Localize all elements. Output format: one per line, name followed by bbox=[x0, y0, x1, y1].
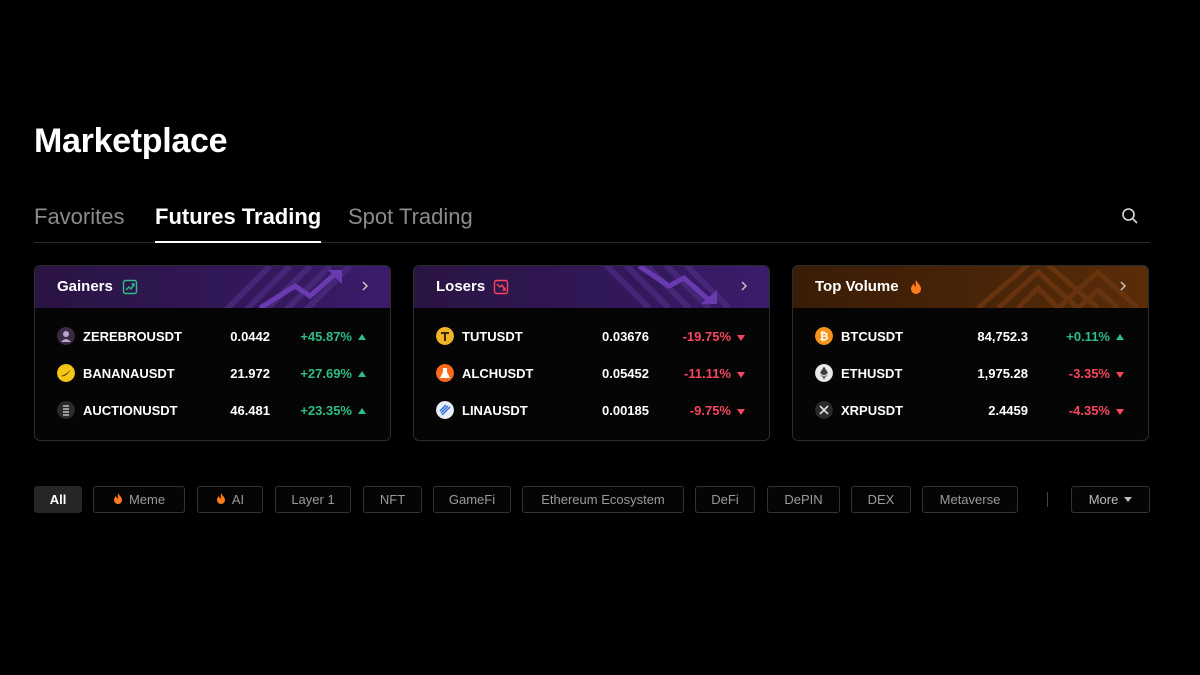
filter-chip-ai[interactable]: AI bbox=[197, 486, 263, 513]
chevron-right-icon[interactable] bbox=[360, 279, 370, 293]
price: 0.05452 bbox=[602, 366, 649, 381]
price: 0.0442 bbox=[230, 329, 270, 344]
change-percent: -3.35% bbox=[1068, 366, 1110, 381]
filter-chip-defi[interactable]: DeFi bbox=[695, 486, 755, 513]
flame-icon bbox=[113, 493, 122, 504]
change-percent: +23.35% bbox=[300, 403, 352, 418]
change-percent: -4.35% bbox=[1068, 403, 1110, 418]
symbol: BANANAUSDT bbox=[83, 366, 175, 381]
header-decoration bbox=[223, 266, 353, 308]
chevron-right-icon[interactable] bbox=[1118, 279, 1128, 293]
change-percent: -19.75% bbox=[682, 329, 731, 344]
change-percent: +27.69% bbox=[300, 366, 352, 381]
price: 0.00185 bbox=[602, 403, 649, 418]
filter-chip-gamefi[interactable]: GameFi bbox=[433, 486, 511, 513]
flame-icon bbox=[216, 493, 225, 504]
triangle-up-icon bbox=[358, 371, 366, 377]
ethereum-icon bbox=[815, 364, 833, 382]
change-percent: -11.11% bbox=[684, 366, 731, 381]
gainers-title: Gainers bbox=[57, 278, 113, 295]
more-label: More bbox=[1088, 492, 1119, 507]
price: 21.972 bbox=[230, 366, 270, 381]
triangle-down-icon bbox=[737, 335, 745, 341]
top-volume-card: Top Volume ₿ BTCUSDT 84,752.3 +0.11% ETH… bbox=[792, 265, 1149, 441]
filter-chip-layer-1[interactable]: Layer 1 bbox=[275, 486, 351, 513]
page-title: Marketplace bbox=[34, 122, 228, 160]
filter-chip-label: Meme bbox=[128, 492, 166, 507]
list-item[interactable]: ZEREBROUSDT 0.0442 +45.87% bbox=[35, 321, 390, 351]
filter-chip-label: AI bbox=[231, 492, 245, 507]
filter-divider bbox=[1047, 492, 1048, 507]
header-decoration bbox=[976, 266, 1140, 308]
tut-icon bbox=[436, 327, 454, 345]
filter-chip-meme[interactable]: Meme bbox=[93, 486, 185, 513]
lina-icon bbox=[436, 401, 454, 419]
auction-icon bbox=[57, 401, 75, 419]
top-volume-card-header[interactable]: Top Volume bbox=[793, 266, 1148, 308]
symbol: AUCTIONUSDT bbox=[83, 403, 178, 418]
header-decoration bbox=[602, 266, 732, 308]
banana-icon bbox=[57, 364, 75, 382]
chevron-right-icon[interactable] bbox=[739, 279, 749, 293]
list-item[interactable]: ETHUSDT 1,975.28 -3.35% bbox=[793, 358, 1148, 388]
list-item[interactable]: BANANAUSDT 21.972 +27.69% bbox=[35, 358, 390, 388]
list-item[interactable]: LINAUSDT 0.00185 -9.75% bbox=[414, 395, 769, 425]
top-volume-title: Top Volume bbox=[815, 278, 899, 295]
triangle-down-icon bbox=[737, 372, 745, 378]
losers-card: Losers TUTUSDT 0.03676 -19.75% ALCHUSDT … bbox=[413, 265, 770, 441]
bitcoin-icon: ₿ bbox=[815, 327, 833, 345]
gainers-card: Gainers ZEREBROUSDT 0.0442 +45.87% BANAN… bbox=[34, 265, 391, 441]
filter-chip-ethereum-ecosystem[interactable]: Ethereum Ecosystem bbox=[522, 486, 684, 513]
list-item[interactable]: ₿ BTCUSDT 84,752.3 +0.11% bbox=[793, 321, 1148, 351]
svg-text:₿: ₿ bbox=[820, 330, 829, 343]
price: 84,752.3 bbox=[977, 329, 1028, 344]
losers-card-header[interactable]: Losers bbox=[414, 266, 769, 308]
change-percent: -9.75% bbox=[689, 403, 731, 418]
list-item[interactable]: TUTUSDT 0.03676 -19.75% bbox=[414, 321, 769, 351]
filter-chip-all[interactable]: All bbox=[34, 486, 82, 513]
symbol: LINAUSDT bbox=[462, 403, 528, 418]
filter-chip-depin[interactable]: DePIN bbox=[767, 486, 840, 513]
tab-futures-trading[interactable]: Futures Trading bbox=[155, 204, 322, 243]
price: 46.481 bbox=[230, 403, 270, 418]
tab-favorites[interactable]: Favorites bbox=[34, 204, 125, 229]
symbol: XRPUSDT bbox=[841, 403, 904, 418]
filter-chip-metaverse[interactable]: Metaverse bbox=[922, 486, 1018, 513]
trend-up-icon bbox=[122, 279, 138, 295]
symbol: TUTUSDT bbox=[462, 329, 523, 344]
triangle-down-icon bbox=[1116, 409, 1124, 415]
category-filters: All Meme AI Layer 1 NFT GameFi Ethereum … bbox=[34, 486, 1150, 513]
triangle-up-icon bbox=[358, 408, 366, 414]
losers-title: Losers bbox=[436, 278, 486, 295]
caret-down-icon bbox=[1124, 497, 1133, 502]
symbol: BTCUSDT bbox=[841, 329, 904, 344]
more-dropdown-button[interactable]: More bbox=[1071, 486, 1150, 513]
flame-icon bbox=[911, 280, 921, 294]
list-item[interactable]: ALCHUSDT 0.05452 -11.11% bbox=[414, 358, 769, 388]
symbol: ETHUSDT bbox=[841, 366, 903, 381]
symbol: ZEREBROUSDT bbox=[83, 329, 182, 344]
zerebro-icon bbox=[57, 327, 75, 345]
triangle-up-icon bbox=[1116, 334, 1124, 340]
market-tabs: Favorites Futures Trading Spot Trading bbox=[34, 200, 1150, 243]
gainers-card-header[interactable]: Gainers bbox=[35, 266, 390, 308]
search-icon[interactable] bbox=[1120, 206, 1140, 226]
list-item[interactable]: XRPUSDT 2.4459 -4.35% bbox=[793, 395, 1148, 425]
price: 2.4459 bbox=[988, 403, 1028, 418]
price: 1,975.28 bbox=[977, 366, 1028, 381]
filter-chip-dex[interactable]: DEX bbox=[851, 486, 911, 513]
list-item[interactable]: AUCTIONUSDT 46.481 +23.35% bbox=[35, 395, 390, 425]
triangle-down-icon bbox=[737, 409, 745, 415]
change-percent: +45.87% bbox=[300, 329, 352, 344]
price: 0.03676 bbox=[602, 329, 649, 344]
trend-down-icon bbox=[493, 279, 509, 295]
tab-spot-trading[interactable]: Spot Trading bbox=[348, 204, 473, 229]
triangle-up-icon bbox=[358, 334, 366, 340]
change-percent: +0.11% bbox=[1066, 329, 1110, 344]
alch-icon bbox=[436, 364, 454, 382]
filter-chip-nft[interactable]: NFT bbox=[363, 486, 422, 513]
xrp-icon bbox=[815, 401, 833, 419]
triangle-down-icon bbox=[1116, 372, 1124, 378]
symbol: ALCHUSDT bbox=[462, 366, 534, 381]
